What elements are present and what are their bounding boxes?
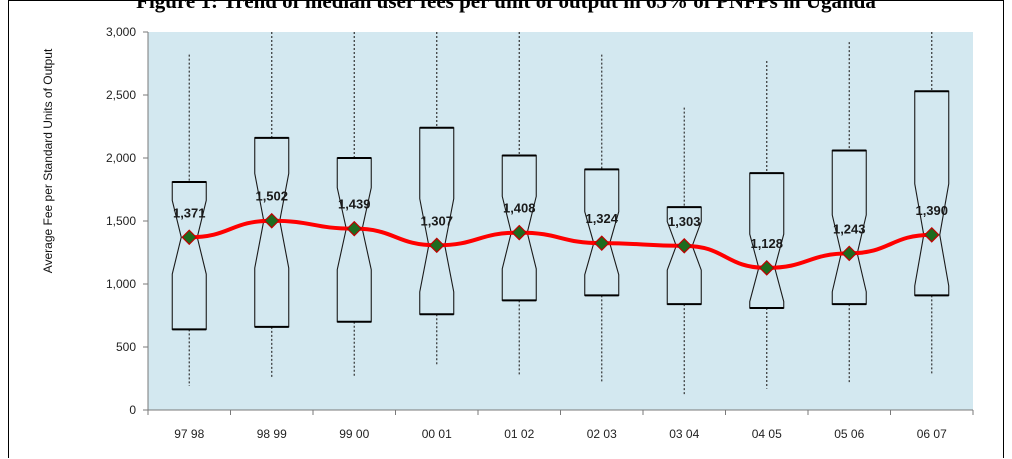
x-tick-label: 05 06: [834, 427, 864, 441]
figure-frame: [8, 0, 1004, 458]
median-marker: [263, 212, 280, 229]
median-marker: [923, 227, 940, 243]
y-tick-label: 1,000: [106, 277, 136, 291]
x-tick-label: 03 04: [669, 427, 699, 441]
median-marker: [593, 235, 610, 252]
median-marker: [346, 220, 363, 237]
median-value-label: 1,324: [585, 211, 618, 226]
y-axis-label: Average Fee per Standard Units of Output: [41, 48, 55, 273]
box-06-07: [914, 32, 950, 375]
y-tick-label: 1,500: [106, 214, 136, 228]
median-value-label: 1,243: [833, 221, 866, 236]
box-04-05: [749, 60, 785, 389]
median-marker: [428, 237, 445, 254]
median-marker: [181, 229, 198, 246]
x-tick-label: 01 02: [504, 427, 534, 441]
y-tick-label: 2,000: [106, 151, 136, 165]
y-tick-label: 2,500: [106, 88, 136, 102]
y-tick-label: 500: [116, 340, 136, 354]
box-02-03: [584, 54, 620, 383]
median-marker: [676, 237, 693, 254]
median-value-label: 1,128: [750, 236, 783, 251]
box-05-06: [831, 42, 867, 383]
median-value-label: 1,408: [503, 201, 536, 216]
median-trend-series: [181, 212, 940, 276]
chart-title: Figure 1: Trend of median user fees per …: [136, 0, 876, 13]
x-axis: 97 98 98 99 99 00 00 01 01 02 02 03 03 04 04 05…: [147, 409, 974, 441]
box-97-98: [171, 54, 207, 387]
x-tick-label: 00 01: [422, 427, 452, 441]
box-01-02: [501, 32, 537, 376]
median-value-label: 1,307: [420, 213, 453, 228]
median-value-label: 1,371: [173, 205, 206, 220]
box-99-00: [336, 32, 372, 378]
y-tick-label: 3,000: [106, 25, 136, 39]
median-marker: [841, 245, 858, 262]
median-value-label: 1,303: [668, 214, 701, 229]
median-marker: [511, 224, 528, 241]
box-98-99: [254, 32, 290, 378]
box-03-04: [666, 107, 702, 397]
median-value-label: 1,390: [915, 203, 948, 218]
x-tick-label: 06 07: [917, 427, 947, 441]
box-series: [171, 32, 950, 397]
box-00-01: [419, 32, 455, 366]
y-tick-label: 0: [129, 403, 136, 417]
x-tick-label: 02 03: [587, 427, 617, 441]
median-labels: 1,371 1,502 1,439 1,307 1,408 1,324 1,303 1,128…: [173, 189, 948, 251]
median-value-label: 1,439: [338, 197, 371, 212]
y-axis: 0 500 1,000 1,500 2,000 2,500 3,000: [106, 25, 149, 417]
x-tick-label: 97 98: [174, 427, 204, 441]
x-tick-label: 98 99: [257, 427, 287, 441]
median-marker: [758, 260, 775, 276]
median-trend-line: [187, 218, 934, 270]
x-tick-label: 99 00: [339, 427, 369, 441]
x-tick-label: 04 05: [752, 427, 782, 441]
median-value-label: 1,502: [255, 189, 288, 204]
